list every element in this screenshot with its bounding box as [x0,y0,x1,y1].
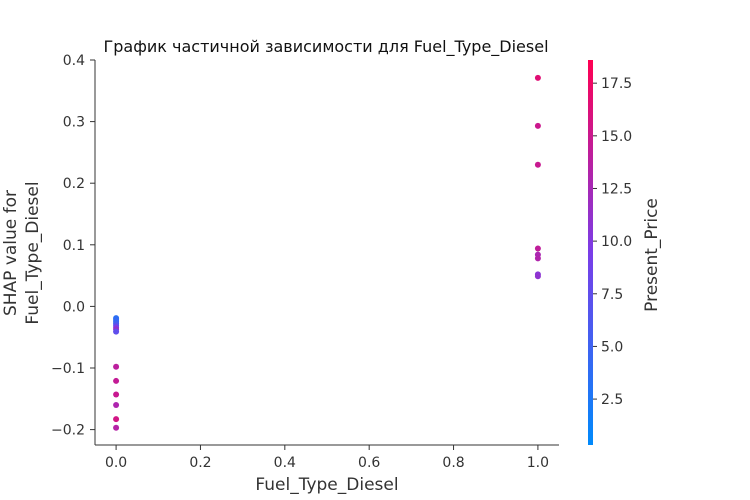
colorbar-tick-label: 17.5 [601,76,632,92]
colorbar-ticks: 2.5 5.0 7.5 10.0 12.5 15.0 17.5 [593,76,632,408]
y-tick-label: 0.1 [63,238,85,254]
colorbar-tick-label: 15.0 [601,129,632,145]
colorbar-tick-label: 2.5 [601,392,623,408]
scatter-point [113,363,120,370]
x-tick-label: 0.8 [442,455,464,471]
y-ticks: −0.2 −0.1 0.0 0.1 0.2 0.3 0.4 [51,53,95,439]
colorbar-tick-label: 10.0 [601,234,632,250]
scatter-point [113,424,120,431]
scatter-point [113,416,120,423]
y-axis-label-line-1: SHAP value for [1,190,21,316]
y-tick-label: 0.2 [63,176,85,192]
y-tick-label: −0.2 [51,423,85,439]
x-tick-label: 1.0 [527,455,549,471]
scatter-point [534,245,541,252]
chart-title: График частичной зависимости для Fuel_Ty… [103,37,548,57]
scatter-point [113,401,120,408]
scatter-point [534,74,541,81]
x-tick-label: 0.6 [358,455,380,471]
y-tick-label: 0.3 [63,115,85,131]
x-ticks: 0.0 0.2 0.4 0.6 0.8 1.0 [105,445,549,471]
colorbar-tick-label: 5.0 [601,339,623,355]
scatter-point [113,377,120,384]
scatter-point [113,391,120,398]
scatter-point [534,255,541,262]
colorbar-tick-label: 12.5 [601,181,632,197]
x-axis-label: Fuel_Type_Diesel [255,475,398,495]
scatter-point [113,328,120,335]
scatter-point [534,161,541,168]
x-tick-label: 0.4 [274,455,296,471]
scatter-point [534,122,541,129]
x-tick-label: 0.2 [189,455,211,471]
y-axis-label-line-2: Fuel_Type_Diesel [23,181,43,324]
scatter-point [534,273,541,280]
colorbar: 2.5 5.0 7.5 10.0 12.5 15.0 17.5 [588,60,632,445]
colorbar-tick-label: 7.5 [601,287,623,303]
plot-area: −0.2 −0.1 0.0 0.1 0.2 0.3 0.4 0.0 0.2 0.4 0.6 0.8 1… [51,53,559,471]
y-tick-label: 0.0 [63,299,85,315]
data-points [113,74,541,431]
y-tick-label: −0.1 [51,361,85,377]
colorbar-gradient [588,60,593,445]
colorbar-label: Present_Price [642,198,662,312]
y-tick-label: 0.4 [63,53,85,69]
x-tick-label: 0.0 [105,455,127,471]
